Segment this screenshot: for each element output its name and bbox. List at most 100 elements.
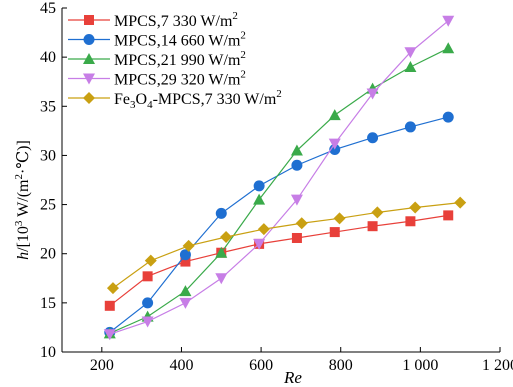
legend-label-part: -MPCS,7 330 W/m (153, 91, 277, 108)
legend-label-part: O (136, 91, 148, 108)
series-line (109, 47, 449, 334)
data-point (106, 282, 119, 295)
series-line (109, 116, 449, 333)
y-tick-label: 40 (40, 49, 56, 66)
data-point (103, 329, 116, 341)
data-point (442, 15, 455, 27)
data-point (404, 121, 416, 133)
data-point (404, 60, 417, 72)
legend-item: Fe3O4-MPCS,7 330 W/m2 (68, 88, 282, 111)
series-2 (104, 111, 454, 338)
x-axis: 200 400 600 800 1 000 1 200 (90, 347, 513, 374)
y-title-part: W/(m (15, 179, 32, 221)
data-point (443, 210, 454, 221)
y-tick-label: 15 (40, 295, 56, 312)
data-point (182, 239, 195, 252)
data-point (367, 132, 379, 144)
data-point (367, 221, 378, 232)
data-point (215, 246, 228, 258)
data-point (180, 256, 191, 267)
legend-marker (83, 73, 95, 85)
data-point (141, 316, 154, 328)
y-tick-label: 25 (40, 197, 56, 214)
data-point (442, 111, 454, 123)
legend-label-part: 2 (240, 49, 246, 61)
data-point (215, 207, 227, 219)
data-point (290, 144, 303, 156)
series-layer (103, 15, 467, 341)
legend-item: MPCS,14 660 W/m2 (68, 30, 246, 50)
legend-label-part: MPCS,7 330 W/m (114, 13, 233, 30)
y-tick-label: 10 (40, 344, 56, 361)
legend-item: MPCS,29 320 W/m2 (68, 69, 246, 89)
legend-label-part: 2 (276, 88, 282, 100)
data-point (295, 217, 308, 230)
x-tick-label: 800 (329, 357, 353, 374)
data-point (291, 159, 303, 171)
y-title-part: /[10 (15, 226, 32, 252)
y-tick-label: 35 (40, 98, 56, 115)
data-point (371, 206, 384, 219)
legend-label-part: MPCS,21 990 W/m (114, 52, 241, 69)
y-tick-label: 45 (40, 0, 56, 17)
legend-marker (84, 15, 94, 25)
series-4 (103, 15, 455, 341)
y-tick-label: 30 (40, 147, 56, 164)
data-point (404, 47, 417, 59)
y-axis: 10 15 20 25 30 35 40 45 (40, 0, 67, 361)
data-point (253, 238, 266, 250)
legend-item: MPCS,7 330 W/m2 (68, 10, 238, 30)
legend-label-part: 2 (240, 30, 246, 42)
data-point (142, 297, 154, 309)
y-title-part: 2 (13, 174, 25, 180)
x-tick-label: 200 (90, 357, 114, 374)
legend-label: MPCS,7 330 W/m2 (114, 10, 238, 30)
data-point (179, 249, 191, 261)
legend-marker (83, 92, 95, 104)
series-1 (104, 210, 454, 311)
y-title-part: h (15, 252, 32, 260)
data-point (329, 227, 340, 238)
x-tick-label: 600 (249, 357, 273, 374)
y-tick-label: 20 (40, 246, 56, 263)
legend-label-part: 4 (147, 99, 153, 111)
legend-label-part: 2 (240, 69, 246, 81)
legend-label-part: 2 (232, 10, 238, 22)
data-point (291, 232, 302, 243)
data-point (179, 297, 192, 309)
x-tick-label: 1 000 (402, 357, 438, 374)
data-point (328, 138, 341, 150)
legend-label: MPCS,29 320 W/m2 (114, 69, 246, 89)
series-line (112, 202, 461, 289)
plot-frame (61, 8, 500, 353)
data-point (366, 88, 379, 100)
data-point (333, 212, 346, 225)
data-point (442, 42, 455, 54)
legend-marker (83, 34, 95, 45)
data-point (220, 231, 233, 244)
data-point (253, 193, 266, 205)
y-title-part: ·℃)] (15, 140, 32, 174)
legend-label-part: 3 (130, 99, 136, 111)
legend-label-part: MPCS,14 660 W/m (114, 33, 241, 50)
legend-label: MPCS,21 990 W/m2 (114, 49, 246, 69)
data-point (104, 300, 115, 311)
data-point (142, 271, 153, 282)
data-point (290, 194, 303, 206)
y-axis-title: h/[103 W/(m2·℃)] (13, 140, 32, 260)
data-point (257, 223, 270, 236)
data-point (179, 285, 192, 297)
data-point (328, 109, 341, 121)
data-point (144, 254, 157, 267)
data-point (454, 196, 467, 209)
legend-label-part: Fe (114, 91, 130, 108)
data-point (253, 180, 265, 192)
legend-label-part: MPCS,29 320 W/m (114, 72, 241, 89)
x-tick-label: 400 (169, 357, 193, 374)
legend-marker (83, 53, 95, 64)
x-tick-label: 1 200 (482, 357, 513, 374)
series-5 (106, 196, 467, 295)
data-point (215, 273, 228, 285)
